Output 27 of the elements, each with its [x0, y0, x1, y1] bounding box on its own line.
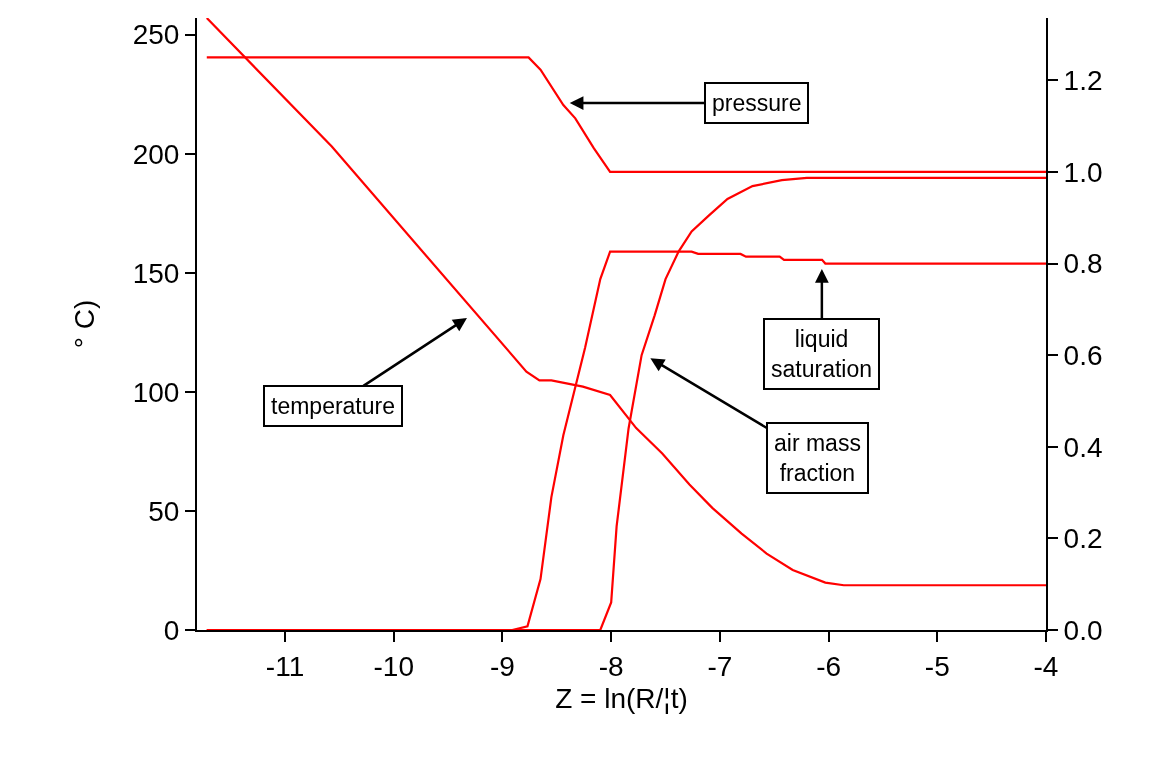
- x-tick-label: -8: [598, 650, 624, 682]
- annotation: liquid saturation: [771, 326, 873, 382]
- y2-tick-label: 0.0: [1063, 614, 1103, 646]
- annotation: air mass fraction: [774, 430, 861, 486]
- x-axis-title: Z = ln(R/¦t): [555, 683, 688, 715]
- y2-tick-label: 0.4: [1063, 431, 1103, 463]
- y-tick-label: 250: [132, 19, 180, 51]
- x-tick-label: -6: [816, 650, 842, 682]
- x-tick-label: -9: [490, 650, 515, 682]
- y2-tick-label: 1.2: [1063, 65, 1103, 97]
- x-tick-label: -11: [265, 650, 305, 682]
- annotation: temperature: [271, 393, 396, 419]
- annotation: pressure: [712, 90, 802, 116]
- x-tick-label: -10: [373, 650, 414, 682]
- y2-tick-label: 0.2: [1063, 523, 1103, 555]
- y2-tick-label: 0.6: [1063, 339, 1103, 371]
- y-tick-label: 150: [132, 257, 180, 289]
- x-tick-label: -5: [924, 650, 950, 682]
- y2-tick-label: 1.0: [1063, 156, 1103, 188]
- y2-tick-label: 0.8: [1063, 248, 1103, 280]
- y-tick-label: 0: [163, 614, 180, 646]
- y-tick-label: 50: [148, 495, 180, 527]
- y-axis-title: ° C): [68, 299, 100, 349]
- x-tick-label: -7: [707, 650, 733, 682]
- x-tick-label: -4: [1033, 650, 1059, 682]
- y-tick-label: 200: [132, 138, 180, 170]
- y-tick-label: 100: [132, 376, 180, 408]
